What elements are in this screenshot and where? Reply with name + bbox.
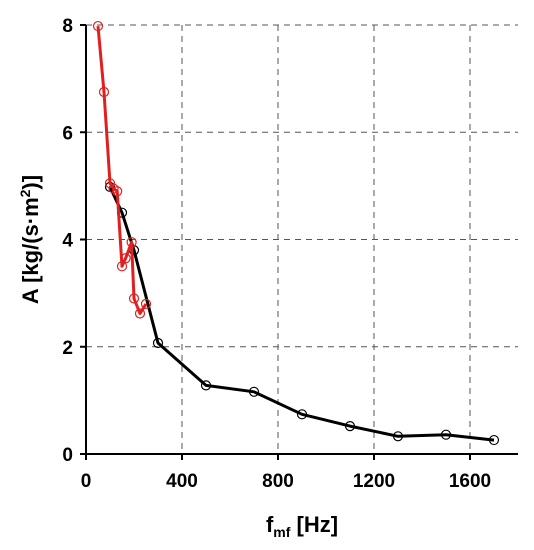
y-tick-label: 4 <box>62 231 73 252</box>
x-tick-label: 0 <box>81 471 92 492</box>
data-point <box>440 429 452 440</box>
series-line <box>96 25 148 315</box>
x-axis-title: fmf [Hz] <box>266 512 338 540</box>
y-tick-label: 8 <box>62 16 73 37</box>
x-axis-title-subscript: mf <box>273 524 290 540</box>
y-axis-title-tail: )] <box>18 175 43 190</box>
data-point <box>152 337 164 349</box>
y-axis-title: A [kg/(s·m2)] <box>17 175 43 304</box>
x-tick-label: 400 <box>166 471 198 492</box>
data-point <box>296 409 308 420</box>
data-point <box>248 386 260 397</box>
data-point <box>200 380 212 391</box>
x-axis-title-base: f <box>266 512 274 537</box>
data-point <box>126 237 137 248</box>
x-tick-label: 1200 <box>353 471 395 492</box>
data-point <box>92 20 104 32</box>
y-axis-title-main: A [kg/(s·m <box>18 197 43 304</box>
series-1 <box>92 20 152 319</box>
grid <box>86 24 518 454</box>
y-tick-label: 6 <box>62 123 73 144</box>
data-point <box>344 421 356 432</box>
data-point <box>488 434 500 446</box>
series-line <box>108 186 495 442</box>
x-axis-title-unit: [Hz] <box>290 512 338 537</box>
data-point <box>128 293 140 304</box>
data-point <box>108 183 119 194</box>
data-point <box>120 253 131 264</box>
x-tick-label: 800 <box>262 471 294 492</box>
y-tick-label: 2 <box>62 338 73 359</box>
data-point <box>104 178 116 189</box>
x-tick-label: 1600 <box>449 471 491 492</box>
series-0 <box>104 181 500 446</box>
data-point <box>134 308 146 319</box>
ticks: 0 400 800 1200 1600 0 2 4 6 8 <box>62 16 491 492</box>
data-point <box>140 298 152 309</box>
y-tick-label: 0 <box>62 445 73 466</box>
series-layer <box>92 20 500 446</box>
data-point <box>112 186 123 197</box>
data-point <box>392 431 404 442</box>
data-point <box>98 86 110 98</box>
y-axis-title-superscript: 2 <box>17 189 33 197</box>
